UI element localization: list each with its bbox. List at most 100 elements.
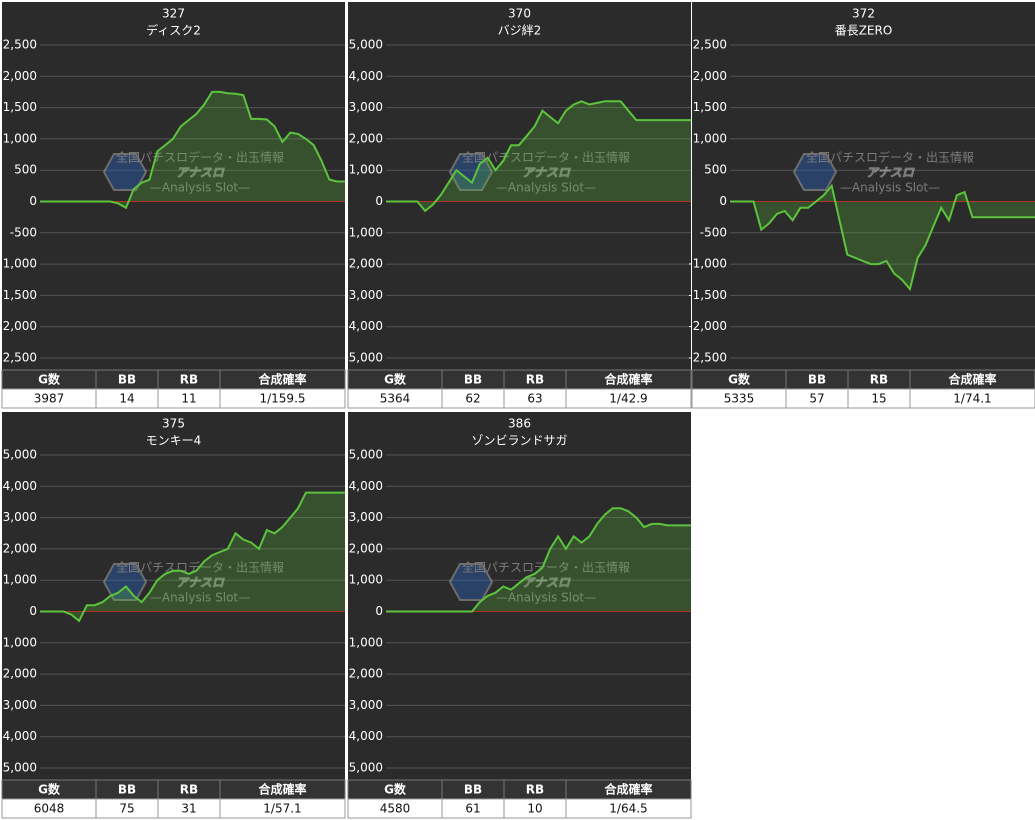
table-header: 合成確率 [948, 372, 996, 387]
table-cell [909, 388, 1035, 409]
table-cell [565, 388, 692, 409]
chart-title: 375 [162, 417, 185, 431]
y-tick-label: -1,000 [688, 257, 727, 271]
y-tick-label: -3,000 [344, 698, 383, 712]
chart-panel: 386 ゾンビランドサガ 5,000 4,000 3,000 2,000 1,000 0 -1,… [344, 412, 692, 819]
chart-subtitle: ディスク2 [146, 23, 201, 38]
table-header: 合成確率 [258, 782, 306, 797]
line [386, 507, 691, 613]
y-tick-label: 500 [14, 163, 37, 177]
chart-title: 370 [508, 7, 531, 21]
y-tick-label: 0 [719, 194, 727, 208]
panel-background [692, 2, 1035, 408]
y-tick-label: 1,000 [3, 573, 37, 587]
y-tick-label: 0 [29, 194, 37, 208]
chart-panel: 372 番長ZERO 2,500 2,000 1,500 1,000 500 0 -500 -1,… [688, 2, 1035, 409]
table-header: G数 [384, 782, 407, 797]
area [40, 91, 345, 208]
y-tick-label: -4,000 [344, 319, 383, 333]
y-tick-label: 2,500 [693, 38, 727, 52]
y-tick-label: -1,500 [0, 288, 37, 302]
y-tick-label: -2,000 [344, 257, 383, 271]
chart-subtitle: モンキー4 [146, 434, 202, 448]
table-header: 合成確率 [604, 372, 652, 387]
y-tick-label: 0 [375, 194, 383, 208]
table-header: G数 [38, 782, 61, 797]
y-tick-label: 1,500 [3, 100, 37, 114]
y-tick-label: 1,500 [693, 100, 727, 114]
y-tick-label: -1,500 [688, 288, 727, 302]
y-tick-label: 3,000 [349, 510, 383, 524]
y-tick-label: -1,000 [344, 225, 383, 239]
y-tick-label: 500 [704, 163, 727, 177]
y-tick-label: 2,000 [349, 541, 383, 555]
area [40, 492, 345, 621]
watermark-title: アナスロ [522, 576, 571, 590]
y-tick-label: -2,500 [688, 351, 727, 365]
area [386, 508, 691, 612]
y-tick-label: 4,000 [3, 479, 37, 493]
line [730, 183, 1035, 292]
y-tick-label: 0 [29, 604, 37, 618]
line [40, 90, 345, 210]
watermark-title: アナスロ [522, 166, 571, 180]
y-tick-label: 1,000 [3, 131, 37, 145]
table-value: 1/74.1 [953, 392, 991, 406]
y-tick-label: -4,000 [0, 729, 37, 743]
chart-subtitle: バジ絆2 [498, 23, 542, 38]
y-tick-label: 1,000 [693, 131, 727, 145]
table-header: BB [464, 373, 482, 387]
table-value: 1/64.5 [609, 802, 647, 816]
y-tick-label: 5,000 [349, 38, 383, 52]
table-value: 6048 [34, 802, 65, 816]
y-tick-label: 5,000 [349, 448, 383, 462]
y-tick-label: -3,000 [344, 288, 383, 302]
table-header: 合成確率 [258, 372, 306, 387]
table-value: 31 [181, 802, 196, 816]
table-header: RB [180, 783, 198, 797]
watermark-title: アナスロ [866, 166, 915, 180]
table-value: 1/42.9 [609, 392, 647, 406]
y-tick-label: 4,000 [349, 479, 383, 493]
y-tick-label: 2,000 [3, 69, 37, 83]
chart-subtitle: ゾンビランドサガ [471, 434, 567, 448]
table-header: RB [180, 373, 198, 387]
watermark-logo [102, 153, 148, 191]
y-tick-label: -3,000 [0, 698, 37, 712]
y-tick-label: -1,000 [0, 635, 37, 649]
watermark-subtitle: —Analysis Slot— [496, 591, 596, 605]
y-tick-label: 2,000 [3, 541, 37, 555]
table-header: G数 [38, 372, 61, 387]
watermark-tagline: 全国パチスロデータ・出玉情報 [462, 560, 630, 575]
table-cell [219, 388, 346, 409]
watermark-title: アナスロ [176, 576, 225, 590]
table-cell [565, 798, 692, 819]
panel-background [2, 412, 345, 818]
table-value: 14 [119, 392, 134, 406]
chart-title: 386 [508, 417, 531, 431]
chart-subtitle: 番長ZERO [835, 24, 893, 38]
watermark-subtitle: —Analysis Slot— [150, 181, 250, 195]
watermark-logo [448, 563, 494, 601]
y-tick-label: 2,000 [349, 131, 383, 145]
y-tick-label: -1,000 [344, 635, 383, 649]
table-header: BB [118, 783, 136, 797]
y-tick-label: 5,000 [3, 448, 37, 462]
chart-title: 327 [162, 7, 185, 21]
y-tick-label: 4,000 [349, 69, 383, 83]
table-value: 62 [465, 392, 480, 406]
line [40, 491, 345, 623]
y-tick-label: 3,000 [349, 100, 383, 114]
table-value: 75 [119, 802, 134, 816]
line [386, 100, 691, 213]
panel-background [348, 2, 691, 408]
panel-background [348, 412, 691, 818]
table-value: 63 [527, 392, 542, 406]
watermark-logo [792, 153, 838, 191]
y-tick-label: -2,000 [688, 319, 727, 333]
table-header: BB [808, 373, 826, 387]
